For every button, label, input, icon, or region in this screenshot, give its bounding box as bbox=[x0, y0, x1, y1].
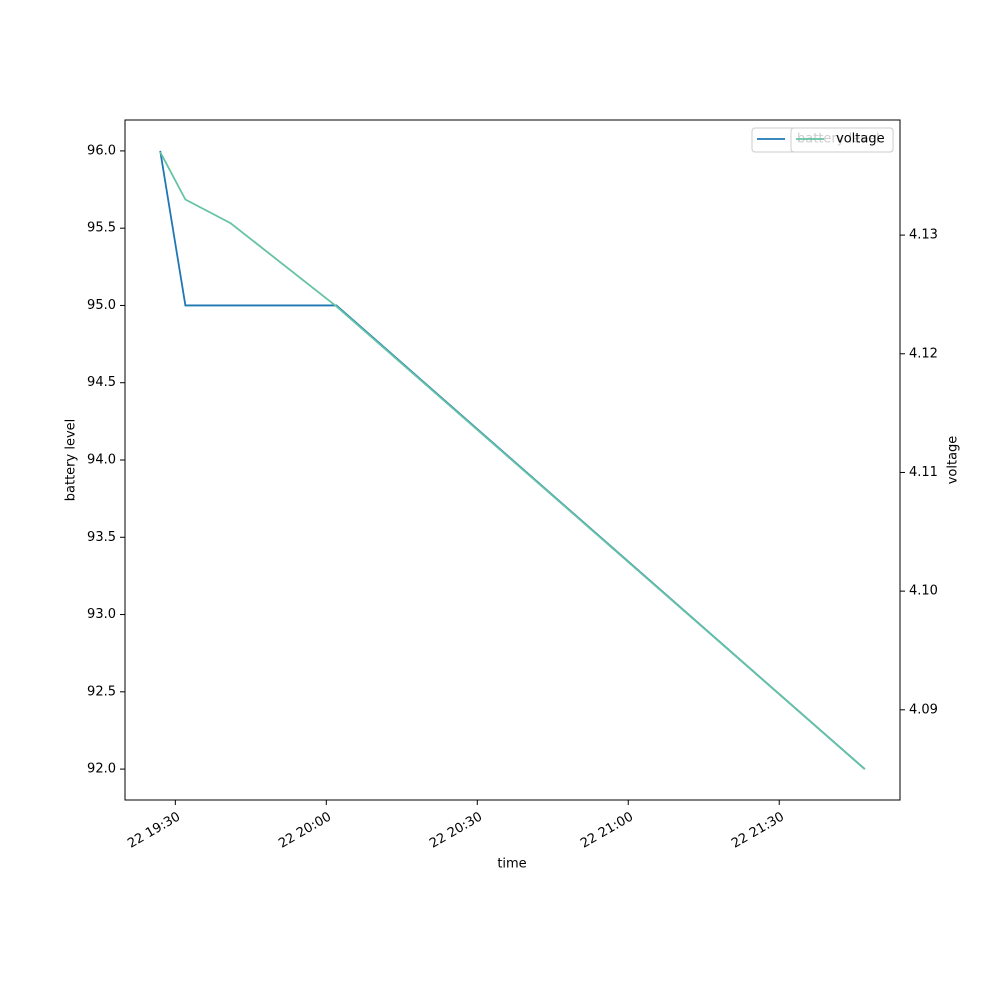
y-tick-label: 93.5 bbox=[87, 530, 116, 545]
plot-frame bbox=[124, 119, 901, 801]
y2-axis-label: voltage bbox=[946, 436, 961, 485]
y2-tick-label: 4.12 bbox=[909, 346, 938, 361]
y-tick-label: 92.0 bbox=[87, 762, 116, 777]
y2-tick-label: 4.13 bbox=[909, 228, 938, 243]
y-tick-label: 96.0 bbox=[87, 143, 116, 158]
y-tick-label: 94.5 bbox=[87, 375, 116, 390]
series-line bbox=[159, 151, 866, 770]
y-tick-label: 94.0 bbox=[87, 453, 116, 468]
y-tick-label: 93.0 bbox=[87, 607, 116, 622]
y2-tick-label: 4.10 bbox=[909, 584, 938, 599]
legend-label: voltage bbox=[836, 132, 885, 147]
y-tick-label: 95.5 bbox=[87, 221, 116, 236]
legend-box bbox=[790, 127, 894, 153]
y2-tick-label: 4.09 bbox=[909, 702, 938, 717]
y2-tick-label: 4.11 bbox=[909, 465, 938, 480]
y-tick-label: 95.0 bbox=[87, 298, 116, 313]
y-tick-label: 92.5 bbox=[87, 684, 116, 699]
x-axis-label: time bbox=[497, 857, 526, 872]
y-axis-label: battery level bbox=[64, 419, 79, 502]
